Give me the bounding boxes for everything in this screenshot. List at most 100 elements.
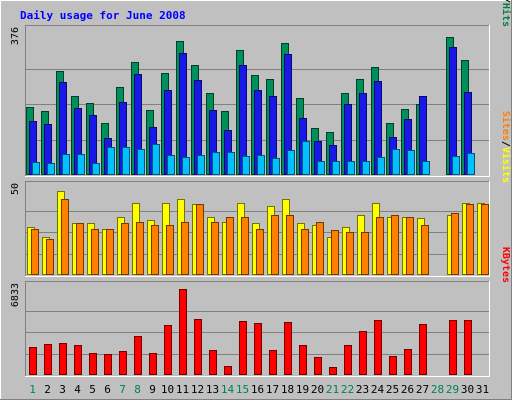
x-tick-label: 29 — [446, 383, 459, 396]
bar-pages-day-1: Pages 1: 34 — [32, 162, 40, 175]
x-tick-label: 24 — [371, 383, 385, 396]
chart-title: Daily usage for June 2008 — [20, 9, 186, 22]
x-tick-label: 4 — [74, 383, 81, 396]
bar-sites-day-20: Sites 20: 31 — [316, 222, 324, 275]
bar-pages-day-17: Pages 17: 45 — [272, 158, 280, 175]
panel-legend: Pages/Files/Hits — [500, 0, 512, 27]
bar-kbytes-day-5: KBytes 5: 1740 — [89, 353, 97, 375]
panel-hits-files-pages: 376Pages/Files/HitsHits 1: 180Hits 2: 17… — [10, 0, 512, 177]
bar-kbytes-day-15: KBytes 15: 4310 — [239, 321, 247, 375]
bar-pages-day-21: Pages 21: 38 — [332, 161, 340, 175]
x-tick-label: 31 — [476, 383, 489, 396]
bar-sites-day-1: Sites 1: 27 — [31, 229, 39, 275]
bar-kbytes-day-29: KBytes 29: 4390 — [449, 320, 457, 375]
bar-pages-day-3: Pages 3: 55 — [62, 154, 70, 175]
bar-pages-day-5: Pages 5: 33 — [92, 163, 100, 175]
bar-sites-day-11: Sites 11: 31 — [181, 222, 189, 275]
bar-kbytes-day-26: KBytes 26: 2090 — [404, 349, 412, 375]
series-kbytes: KBytes 1: 2200 KBytes 2: 2460 KBytes 3: 25… — [29, 289, 472, 375]
bar-pages-day-10: Pages 10: 52 — [167, 155, 175, 175]
x-tick-label: 19 — [296, 383, 309, 396]
bar-kbytes-day-16: KBytes 16: 4120 — [254, 323, 262, 375]
x-tick-label: 10 — [161, 383, 174, 396]
panel-kbytes: 6833 KBytes KBytes 1: 2200KBytes 2: 2460KB… — [10, 247, 511, 377]
bar-sites-day-12: Sites 12: 41 — [196, 204, 204, 275]
series-pages: Pages 1: 34 Pages 2: 33 Pages 3: 55 Pages 4… — [32, 141, 475, 175]
bar-kbytes-day-27: KBytes 27: 4090 — [419, 324, 427, 375]
bar-kbytes-day-20: KBytes 20: 1460 — [314, 357, 322, 375]
bar-kbytes-day-11: KBytes 11: 6820 — [179, 289, 187, 375]
x-tick-label: 20 — [311, 383, 324, 396]
bar-kbytes-day-23: KBytes 23: 3470 — [359, 331, 367, 375]
bar-kbytes-day-10: KBytes 10: 3990 — [164, 325, 172, 375]
bar-sites-day-25: Sites 25: 35 — [391, 215, 399, 275]
bar-sites-day-2: Sites 2: 21 — [46, 239, 54, 275]
bar-kbytes-day-25: KBytes 25: 1470 — [389, 356, 397, 375]
bar-kbytes-day-1: KBytes 1: 2200 — [29, 347, 37, 375]
bar-kbytes-day-14: KBytes 14: 740 — [224, 366, 232, 375]
chart-panels: 376Pages/Files/HitsHits 1: 180Hits 2: 17… — [10, 0, 512, 377]
bar-files-day-29: Files 29: 338 — [449, 47, 457, 175]
bar-sites-day-17: Sites 17: 35 — [271, 215, 279, 275]
x-tick-label: 5 — [89, 383, 96, 396]
bar-pages-day-9: Pages 9: 82 — [152, 144, 160, 175]
bar-sites-day-27: Sites 27: 29 — [421, 225, 429, 275]
bar-pages-day-29: Pages 29: 50 — [452, 156, 460, 175]
bar-pages-day-11: Pages 11: 47 — [182, 157, 190, 175]
bar-pages-day-15: Pages 15: 50 — [242, 156, 250, 175]
x-tick-label: 22 — [341, 383, 354, 396]
bar-pages-day-6: Pages 6: 73 — [107, 147, 115, 175]
bar-pages-day-12: Pages 12: 52 — [197, 155, 205, 175]
bar-kbytes-day-3: KBytes 3: 2570 — [59, 343, 67, 375]
y-axis-max-label: 376 — [10, 27, 21, 45]
bar-sites-day-14: Sites 14: 34 — [226, 217, 234, 275]
bar-kbytes-day-18: KBytes 18: 4200 — [284, 322, 292, 375]
bar-pages-day-30: Pages 30: 58 — [467, 153, 475, 175]
bar-pages-day-23: Pages 23: 36 — [362, 161, 370, 175]
bar-pages-day-13: Pages 13: 62 — [212, 152, 220, 175]
bar-pages-day-18: Pages 18: 65 — [287, 150, 295, 175]
panel-legend: Sites/Visits — [500, 111, 512, 183]
bar-sites-day-26: Sites 26: 34 — [406, 217, 414, 275]
bar-sites-day-30: Sites 30: 41 — [466, 204, 474, 275]
y-axis-max-label: 6833 — [10, 283, 21, 307]
bar-kbytes-day-4: KBytes 4: 2420 — [74, 345, 82, 375]
bar-sites-day-23: Sites 23: 25 — [361, 232, 369, 275]
x-tick-label: 11 — [176, 383, 189, 396]
bar-kbytes-day-21: KBytes 21: 640 — [329, 367, 337, 375]
bar-sites-day-5: Sites 5: 27 — [91, 229, 99, 275]
legend-entry: Hits — [500, 3, 512, 27]
bar-pages-day-25: Pages 25: 69 — [392, 149, 400, 175]
x-tick-label: 30 — [461, 383, 474, 396]
bar-kbytes-day-7: KBytes 7: 1930 — [119, 351, 127, 375]
x-tick-label: 8 — [134, 383, 141, 396]
bar-sites-day-24: Sites 24: 34 — [376, 217, 384, 275]
bar-pages-day-27: Pages 27: 36 — [422, 161, 430, 175]
bar-sites-day-3: Sites 3: 44 — [61, 199, 69, 275]
bar-sites-day-22: Sites 22: 25 — [346, 232, 354, 275]
series-sites: Sites 1: 27 Sites 2: 21 Sites 3: 44 Sites 4… — [31, 199, 489, 275]
bar-sites-day-16: Sites 16: 27 — [256, 229, 264, 275]
bar-sites-day-18: Sites 18: 35 — [286, 215, 294, 275]
x-tick-label: 27 — [416, 383, 429, 396]
legend-entry: Visits — [500, 147, 512, 183]
bar-kbytes-day-6: KBytes 6: 1640 — [104, 354, 112, 375]
x-tick-label: 6 — [104, 383, 111, 396]
y-axis-max-label: 50 — [10, 183, 21, 195]
bar-pages-day-14: Pages 14: 62 — [227, 152, 235, 175]
bar-files-day-11: Files 11: 324 — [179, 53, 187, 175]
x-tick-label: 21 — [326, 383, 339, 396]
x-tick-label: 2 — [44, 383, 51, 396]
x-tick-label: 23 — [356, 383, 369, 396]
bar-pages-day-4: Pages 4: 55 — [77, 154, 85, 175]
bar-sites-day-8: Sites 8: 31 — [136, 222, 144, 275]
panel-legend: KBytes — [500, 247, 511, 283]
bar-sites-day-7: Sites 7: 30 — [121, 223, 129, 275]
bar-pages-day-22: Pages 22: 36 — [347, 161, 355, 175]
x-tick-label: 18 — [281, 383, 294, 396]
bar-pages-day-19: Pages 19: 90 — [302, 141, 310, 175]
bar-sites-day-6: Sites 6: 27 — [106, 229, 114, 275]
bar-sites-day-9: Sites 9: 29 — [151, 225, 159, 275]
x-tick-label: 14 — [221, 383, 235, 396]
